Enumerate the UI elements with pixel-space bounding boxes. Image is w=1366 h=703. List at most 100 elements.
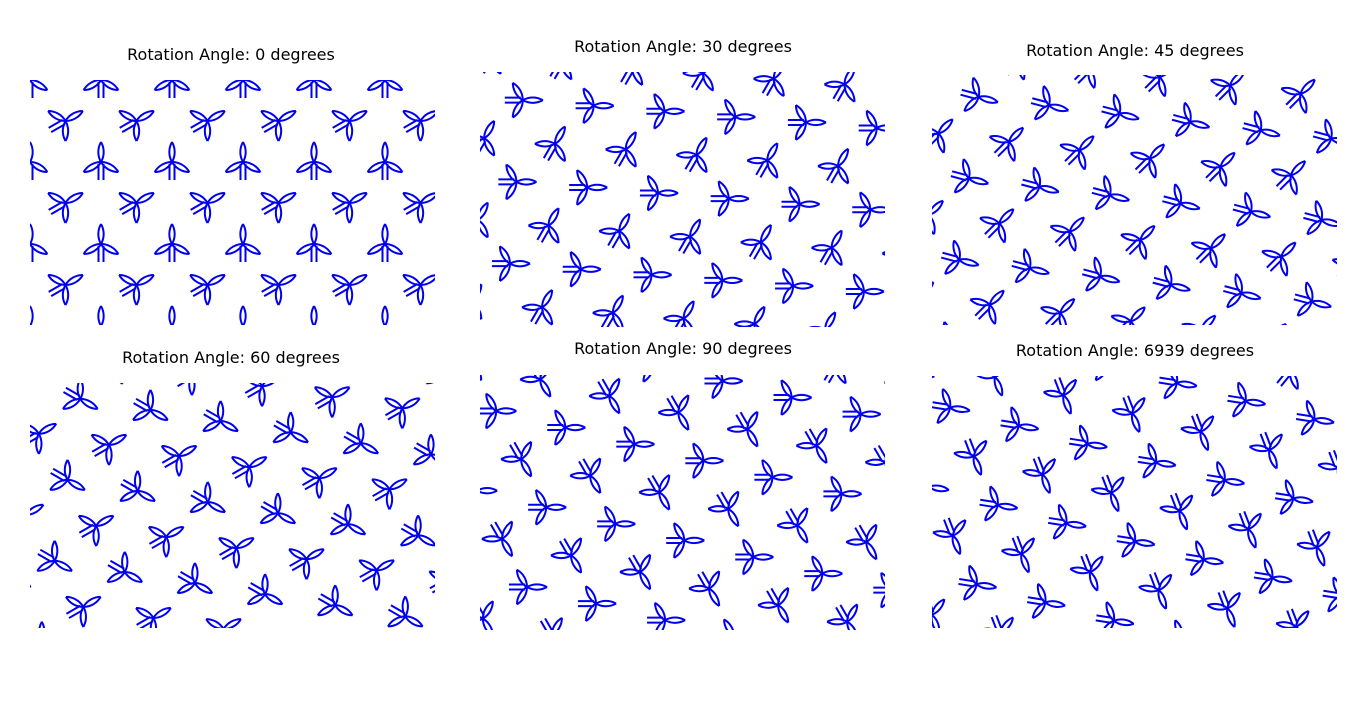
arc-segment bbox=[757, 601, 790, 623]
arc-segment bbox=[274, 109, 296, 142]
tick-line bbox=[530, 307, 540, 323]
tick-line bbox=[234, 469, 250, 480]
arc-segment bbox=[689, 218, 701, 255]
tick-line bbox=[1275, 174, 1289, 187]
arc-segment bbox=[1094, 193, 1130, 210]
pattern-panel-5 bbox=[932, 376, 1337, 628]
tick-line bbox=[190, 494, 206, 505]
tick-line bbox=[1122, 320, 1129, 325]
arc-segment bbox=[1315, 137, 1337, 154]
tick-line bbox=[960, 93, 977, 100]
tick-line bbox=[48, 118, 64, 129]
arc-segment bbox=[316, 604, 354, 616]
tick-line bbox=[1242, 127, 1259, 134]
tick-line bbox=[839, 604, 850, 620]
arc-segment bbox=[30, 243, 49, 255]
tick-line bbox=[1162, 200, 1179, 207]
tick-line bbox=[135, 397, 151, 408]
arc-segment bbox=[1210, 478, 1245, 497]
arc-segment bbox=[568, 72, 573, 80]
tick-line bbox=[1285, 92, 1299, 106]
arc-segment bbox=[711, 276, 743, 298]
tick-line bbox=[1158, 381, 1175, 387]
tick-line bbox=[987, 225, 1001, 239]
arc-segment bbox=[295, 80, 333, 91]
tick-line bbox=[480, 140, 487, 153]
arc-segment bbox=[984, 502, 1019, 521]
tick-line bbox=[690, 73, 701, 89]
arc-segment bbox=[653, 107, 685, 129]
tick-line bbox=[1101, 476, 1109, 493]
arc-segment bbox=[1129, 306, 1146, 325]
arc-segment bbox=[1077, 135, 1094, 171]
arc-segment bbox=[1202, 314, 1216, 325]
tick-line bbox=[50, 472, 65, 482]
tick-line bbox=[320, 593, 336, 603]
tick-line bbox=[613, 149, 624, 165]
arc-segment bbox=[1258, 575, 1293, 594]
arc-segment bbox=[272, 431, 309, 443]
arc-segment bbox=[963, 95, 999, 112]
arc-segment bbox=[1148, 143, 1165, 179]
tick-line bbox=[1171, 118, 1188, 125]
tick-line bbox=[1174, 492, 1183, 509]
arc-segment bbox=[310, 223, 332, 256]
tick-line bbox=[1254, 571, 1271, 577]
panel-title: Rotation Angle: 60 degrees bbox=[122, 348, 340, 367]
arc-segment bbox=[342, 442, 380, 454]
tick-line bbox=[1081, 273, 1098, 280]
tick-line bbox=[1148, 573, 1157, 590]
arc-segment bbox=[381, 305, 386, 325]
arc-segment bbox=[40, 621, 46, 628]
tick-line bbox=[1232, 208, 1249, 215]
arc-segment bbox=[30, 141, 48, 174]
tick-line bbox=[387, 608, 403, 619]
arc-segment bbox=[1296, 299, 1332, 317]
arc-segment bbox=[1231, 398, 1267, 417]
tick-line bbox=[544, 617, 553, 630]
tick-line bbox=[405, 287, 421, 298]
arc-segment bbox=[176, 582, 214, 594]
tick-line bbox=[832, 84, 843, 100]
arc-segment bbox=[618, 212, 630, 250]
arc-segment bbox=[224, 80, 262, 91]
tick-line bbox=[261, 282, 277, 293]
arc-segment bbox=[550, 551, 583, 573]
tick-line bbox=[958, 582, 975, 588]
arc-segment bbox=[203, 191, 225, 224]
arc-segment bbox=[1142, 459, 1177, 478]
tick-line bbox=[984, 222, 997, 235]
arc-segment bbox=[1300, 416, 1335, 436]
arc-segment bbox=[100, 305, 105, 325]
tick-line bbox=[804, 430, 815, 446]
arc-segment bbox=[1087, 75, 1096, 89]
lattice-group bbox=[30, 383, 435, 628]
arc-segment bbox=[1174, 120, 1211, 137]
tick-line bbox=[1083, 268, 1100, 275]
arc-segment bbox=[780, 393, 813, 415]
tick-line bbox=[1095, 619, 1112, 624]
arc-segment bbox=[1293, 376, 1299, 390]
arc-segment bbox=[562, 72, 572, 81]
arc-segment bbox=[642, 375, 646, 382]
arc-segment bbox=[1014, 266, 1050, 283]
tick-line bbox=[666, 397, 677, 413]
tick-line bbox=[695, 75, 706, 91]
tick-line bbox=[1125, 238, 1138, 252]
tick-line bbox=[940, 256, 957, 263]
arc-segment bbox=[604, 520, 636, 542]
arc-segment bbox=[1317, 464, 1337, 471]
arc-segment bbox=[274, 191, 296, 224]
tick-line bbox=[748, 324, 753, 327]
arc-segment bbox=[30, 161, 49, 173]
tick-line bbox=[651, 474, 662, 490]
tick-line bbox=[1218, 87, 1232, 101]
tick-line bbox=[1191, 415, 1199, 432]
arc-segment bbox=[480, 201, 489, 239]
arc-segment bbox=[673, 536, 705, 558]
arc-segment bbox=[1306, 218, 1337, 235]
arc-segment bbox=[759, 224, 772, 261]
tick-line bbox=[400, 527, 416, 538]
tick-line bbox=[628, 557, 638, 573]
tick-line bbox=[1322, 594, 1337, 599]
